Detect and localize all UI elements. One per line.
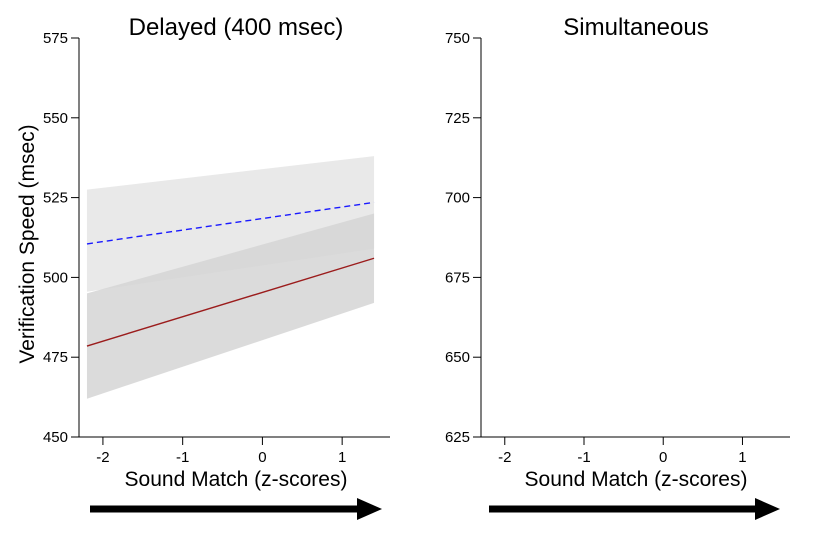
chart-title: Simultaneous [563,14,708,41]
direction-arrow [489,498,780,520]
x-axis-ticks: -2 -1 0 1 [96,437,346,466]
y-tick-label: 675 [445,269,470,286]
x-tick-label: 1 [338,449,346,466]
y-axis-ticks: 625 650 675 700 725 750 [445,30,481,446]
x-tick-label: 0 [659,449,667,466]
y-tick-label: 525 [43,190,68,207]
x-axis-ticks: -2 -1 0 1 [498,437,747,466]
y-tick-label: 475 [43,349,68,366]
x-tick-label: -1 [577,449,590,466]
x-axis-label: Sound Match (z-scores) [125,468,348,491]
y-tick-label: 650 [445,349,470,366]
y-tick-label: 625 [445,429,470,446]
x-tick-label: -2 [498,449,511,466]
x-axis-label: Sound Match (z-scores) [525,468,748,491]
y-tick-label: 700 [445,190,470,207]
y-axis-ticks: 450 475 500 525 550 575 [43,30,79,446]
arrow-head [357,498,382,520]
regression-line-dashed [86,201,375,245]
x-tick-label: 0 [258,449,266,466]
y-axis-label: Verification Speed (msec) [16,124,39,363]
y-tick-label: 550 [43,110,68,127]
y-tick-label: 575 [43,30,68,47]
arrow-head [755,498,780,520]
direction-arrow [90,498,382,520]
y-tick-label: 725 [445,110,470,127]
y-tick-label: 450 [43,429,68,446]
x-tick-label: -1 [176,449,189,466]
panel-simultaneous: Simultaneous 625 650 675 700 725 750 -2 -1 0 1 S… [445,14,790,520]
plot-area [86,156,375,399]
y-tick-label: 500 [43,269,68,286]
y-tick-label: 750 [445,30,470,47]
chart-title: Delayed (400 msec) [129,14,344,41]
x-tick-label: -2 [96,449,109,466]
panel-delayed: Delayed (400 msec) 450 475 500 525 550 575 -2… [16,14,390,520]
regression-line-solid [86,257,375,347]
x-tick-label: 1 [738,449,746,466]
confidence-band-solid [86,213,375,399]
